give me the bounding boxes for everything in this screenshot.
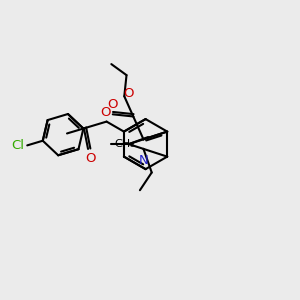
Text: O: O	[124, 87, 134, 101]
Text: Cl: Cl	[11, 139, 24, 152]
Text: methyl: methyl	[116, 143, 120, 144]
Text: O: O	[100, 106, 110, 118]
Text: N: N	[139, 154, 148, 167]
Text: CH₃: CH₃	[115, 139, 135, 149]
Text: O: O	[85, 152, 96, 165]
Text: O: O	[107, 98, 118, 111]
